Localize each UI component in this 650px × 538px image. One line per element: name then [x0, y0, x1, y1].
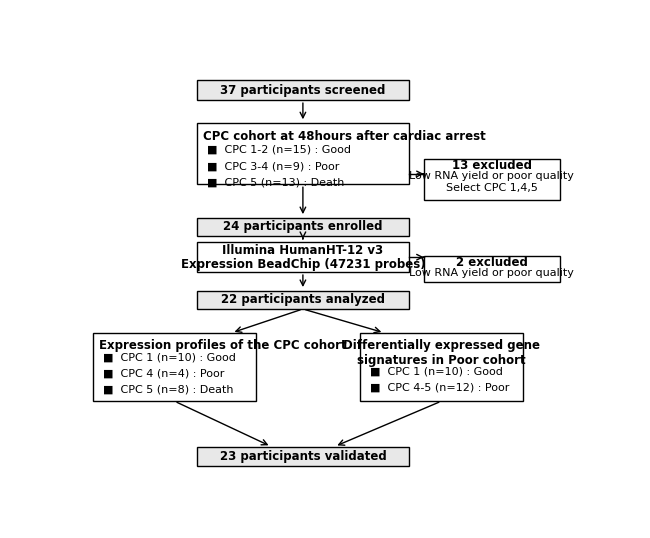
Text: 24 participants enrolled: 24 participants enrolled	[223, 221, 383, 233]
Text: CPC cohort at 48hours after cardiac arrest: CPC cohort at 48hours after cardiac arre…	[203, 130, 486, 144]
Bar	[197, 447, 409, 466]
Text: 2 excluded: 2 excluded	[456, 256, 528, 268]
Text: Differentially expressed gene
signatures in Poor cohort: Differentially expressed gene signatures…	[343, 339, 540, 367]
Text: ■  CPC 1 (n=10) : Good: ■ CPC 1 (n=10) : Good	[103, 353, 235, 363]
Text: ■  CPC 1 (n=10) : Good: ■ CPC 1 (n=10) : Good	[370, 367, 502, 377]
Text: ■  CPC 4 (n=4) : Poor: ■ CPC 4 (n=4) : Poor	[103, 369, 224, 378]
Text: Low RNA yield or poor quality: Low RNA yield or poor quality	[410, 171, 574, 181]
Bar	[197, 218, 409, 236]
Bar	[197, 80, 409, 100]
Bar	[92, 333, 256, 401]
Text: Expression BeadChip (47231 probes): Expression BeadChip (47231 probes)	[181, 258, 425, 271]
Text: ■  CPC 5 (n=13) : Death: ■ CPC 5 (n=13) : Death	[207, 178, 344, 188]
Text: ■  CPC 1-2 (n=15) : Good: ■ CPC 1-2 (n=15) : Good	[207, 145, 351, 154]
Text: 22 participants analyzed: 22 participants analyzed	[221, 293, 385, 306]
Bar	[424, 256, 560, 282]
Text: 37 participants screened: 37 participants screened	[220, 84, 385, 97]
Text: 23 participants validated: 23 participants validated	[220, 450, 386, 463]
Text: Select CPC 1,4,5: Select CPC 1,4,5	[446, 183, 538, 193]
Bar	[424, 159, 560, 201]
Text: Expression profiles of the CPC cohort: Expression profiles of the CPC cohort	[99, 339, 346, 352]
Text: ■  CPC 4-5 (n=12) : Poor: ■ CPC 4-5 (n=12) : Poor	[370, 383, 509, 393]
Bar	[359, 333, 523, 401]
Text: Low RNA yield or poor quality: Low RNA yield or poor quality	[410, 267, 574, 278]
Bar	[197, 291, 409, 309]
Text: Illumina HumanHT-12 v3: Illumina HumanHT-12 v3	[222, 244, 384, 257]
Text: ■  CPC 5 (n=8) : Death: ■ CPC 5 (n=8) : Death	[103, 384, 233, 394]
Text: ■  CPC 3-4 (n=9) : Poor: ■ CPC 3-4 (n=9) : Poor	[207, 161, 339, 171]
Bar	[197, 242, 409, 272]
Bar	[197, 123, 409, 185]
Text: 13 excluded: 13 excluded	[452, 159, 532, 172]
